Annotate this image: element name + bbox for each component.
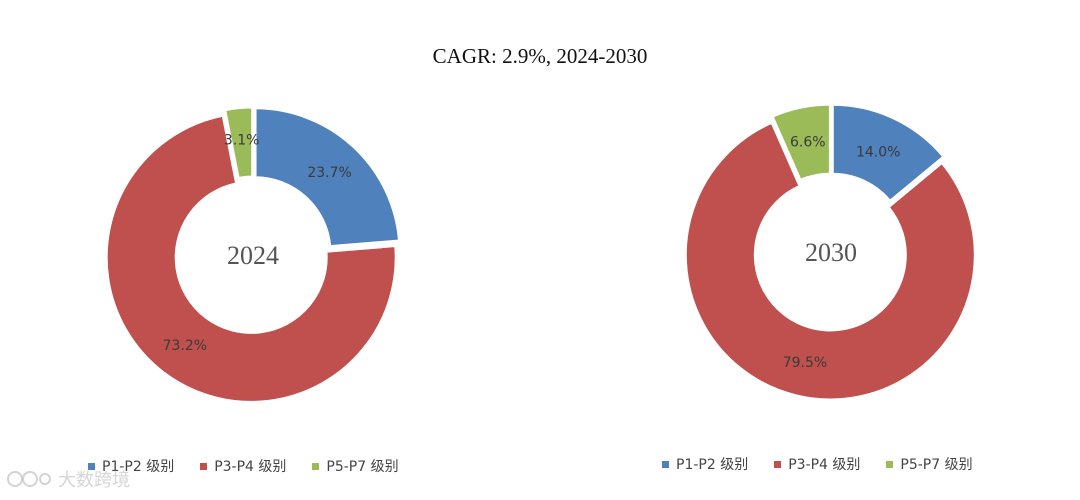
legend-label: P5-P7 级别 bbox=[900, 457, 973, 473]
legend-2024: P1-P2 级别 P3-P4 级别 P5-P7 级别 bbox=[88, 456, 425, 476]
legend-swatch bbox=[88, 462, 95, 470]
donut-slice bbox=[253, 106, 402, 249]
slice-label: 3.1% bbox=[224, 133, 260, 149]
legend-item: P3-P4 级别 bbox=[774, 454, 860, 474]
legend-swatch bbox=[662, 460, 669, 468]
donut-chart-2024: 23.7% 73.2% 3.1% 2024 bbox=[104, 105, 402, 404]
donut-slice bbox=[770, 102, 832, 183]
legend-item: P1-P2 级别 bbox=[88, 456, 174, 476]
watermark-logo-icon bbox=[7, 471, 51, 487]
chart-title: CAGR: 2.9%, 2024-2030 bbox=[432, 44, 648, 68]
slice-label: 73.2% bbox=[163, 338, 207, 354]
legend-label: P3-P4 级别 bbox=[788, 457, 861, 473]
legend-item: P5-P7 级别 bbox=[886, 454, 973, 474]
watermark: 大数跨境 bbox=[6, 466, 130, 492]
legend-item: P1-P2 级别 bbox=[662, 454, 748, 474]
donut-slice bbox=[683, 120, 977, 402]
legend-2030: P1-P2 级别 P3-P4 级别 P5-P7 级别 bbox=[662, 454, 999, 474]
watermark-text: 大数跨境 bbox=[58, 470, 130, 491]
legend-label: P1-P2 级别 bbox=[102, 459, 175, 475]
legend-item: P5-P7 级别 bbox=[312, 456, 399, 476]
donut-center-label: 2024 bbox=[227, 241, 279, 270]
slice-label: 23.7% bbox=[307, 165, 351, 181]
legend-swatch bbox=[312, 462, 320, 470]
slice-label: 6.6% bbox=[790, 134, 826, 150]
legend-swatch bbox=[886, 460, 894, 468]
slice-label: 14.0% bbox=[856, 145, 900, 161]
legend-swatch bbox=[200, 462, 208, 470]
legend-label: P5-P7 级别 bbox=[326, 459, 399, 475]
donut-slice bbox=[104, 113, 398, 404]
donut-slice bbox=[830, 102, 947, 204]
legend-item: P3-P4 级别 bbox=[200, 456, 286, 476]
donut-slice bbox=[222, 105, 255, 181]
donut-chart-2030: 14.0% 79.5% 6.6% 2030 bbox=[683, 102, 977, 402]
donut-center-label: 2030 bbox=[805, 238, 857, 267]
legend-label: P3-P4 级别 bbox=[214, 459, 287, 475]
legend-label: P1-P2 级别 bbox=[676, 457, 749, 473]
slice-label: 79.5% bbox=[783, 355, 827, 371]
legend-swatch bbox=[774, 460, 782, 468]
